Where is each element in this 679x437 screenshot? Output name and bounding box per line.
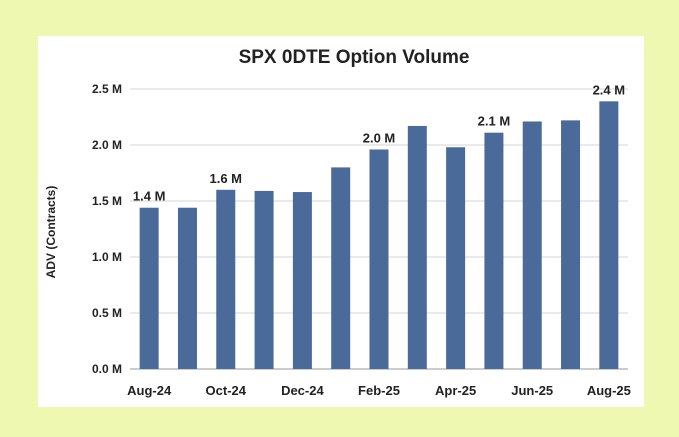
- data-label: 1.6 M: [210, 171, 243, 186]
- x-tick-label: Aug-25: [587, 383, 631, 398]
- bar: [254, 190, 274, 369]
- chart-panel: SPX 0DTE Option Volume ADV (Contracts) 0…: [38, 36, 644, 407]
- bar: [484, 132, 504, 369]
- y-axis-label: ADV (Contracts): [44, 186, 58, 279]
- bar: [561, 120, 581, 369]
- y-axis-ticks: 0.0 M 0.5 M 1.0 M 1.5 M 2.0 M 2.5 M: [92, 82, 122, 376]
- bar: [599, 101, 619, 369]
- bar: [216, 189, 236, 369]
- y-tick-label: 1.5 M: [92, 194, 122, 208]
- bar: [407, 125, 427, 370]
- bar: [522, 121, 542, 369]
- x-tick-label: Aug-24: [127, 383, 172, 398]
- data-label: 2.0 M: [363, 130, 396, 145]
- bar: [446, 147, 466, 369]
- bar: [369, 149, 389, 369]
- chart-title: SPX 0DTE Option Volume: [239, 47, 470, 68]
- y-tick-label: 0.0 M: [92, 362, 122, 376]
- bar: [139, 207, 159, 369]
- x-tick-label: Oct-24: [206, 383, 247, 398]
- y-tick-label: 0.5 M: [92, 306, 122, 320]
- data-label: 2.1 M: [478, 114, 511, 129]
- x-axis-ticks: Aug-24 Oct-24 Dec-24 Feb-25 Apr-25 Jun-25 Aug-…: [127, 383, 631, 398]
- x-tick-label: Dec-24: [281, 383, 324, 398]
- data-label: 1.4 M: [133, 189, 166, 204]
- data-label: 2.4 M: [593, 82, 626, 97]
- bar-chart: SPX 0DTE Option Volume ADV (Contracts) 0…: [44, 47, 631, 398]
- x-tick-label: Feb-25: [358, 383, 400, 398]
- bar: [177, 207, 197, 369]
- y-tick-label: 2.5 M: [92, 82, 122, 96]
- data-labels: 1.4 M 1.6 M 2.0 M 2.1 M 2.4 M: [133, 82, 625, 203]
- bars: [139, 101, 619, 370]
- y-tick-label: 2.0 M: [92, 138, 122, 152]
- x-tick-label: Jun-25: [511, 383, 553, 398]
- bar: [331, 167, 351, 369]
- x-tick-label: Apr-25: [435, 383, 476, 398]
- y-tick-label: 1.0 M: [92, 250, 122, 264]
- bar: [292, 192, 312, 369]
